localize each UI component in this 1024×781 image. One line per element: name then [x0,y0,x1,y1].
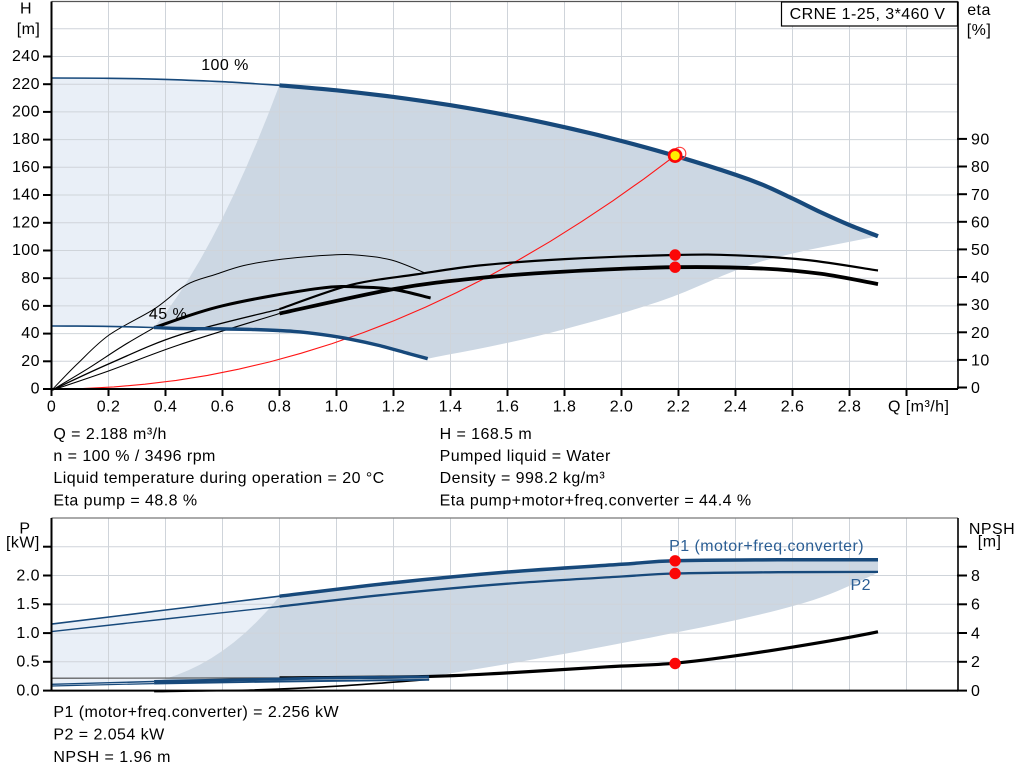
svg-text:6: 6 [971,597,980,614]
svg-text:0.6: 0.6 [211,398,235,415]
svg-text:220: 220 [12,76,40,93]
svg-text:2.2: 2.2 [667,398,691,415]
svg-text:0: 0 [971,683,980,700]
svg-text:70: 70 [971,187,990,204]
svg-text:1.5: 1.5 [16,596,40,613]
svg-text:50: 50 [971,242,990,259]
svg-text:Q = 2.188 m³/h: Q = 2.188 m³/h [53,426,166,443]
svg-text:P2 = 2.054 kW: P2 = 2.054 kW [53,726,165,743]
svg-text:Density = 998.2 kg/m³: Density = 998.2 kg/m³ [440,470,606,487]
svg-text:2.0: 2.0 [610,398,634,415]
svg-text:[%]: [%] [967,22,991,39]
svg-text:n = 100 % / 3496 rpm: n = 100 % / 3496 rpm [53,448,215,465]
svg-text:0: 0 [31,381,40,398]
svg-text:180: 180 [12,131,40,148]
svg-text:30: 30 [971,297,990,314]
svg-text:100 %: 100 % [201,57,249,74]
svg-text:CRNE 1-25, 3*460 V: CRNE 1-25, 3*460 V [790,6,946,23]
svg-text:20: 20 [21,353,40,370]
svg-text:2.8: 2.8 [838,398,862,415]
svg-text:60: 60 [971,214,990,231]
svg-text:1.6: 1.6 [496,398,520,415]
svg-text:0.5: 0.5 [16,654,40,671]
svg-text:P1 (motor+freq.converter): P1 (motor+freq.converter) [669,538,864,555]
svg-text:1.0: 1.0 [325,398,349,415]
svg-text:100: 100 [12,242,40,259]
svg-text:eta: eta [967,2,991,19]
svg-text:1.8: 1.8 [553,398,577,415]
svg-text:Eta pump = 48.8 %: Eta pump = 48.8 % [53,492,197,509]
svg-text:240: 240 [12,48,40,65]
svg-text:0: 0 [47,398,56,415]
svg-text:60: 60 [21,298,40,315]
svg-text:200: 200 [12,104,40,121]
svg-text:P2: P2 [851,577,871,594]
svg-text:P: P [19,521,30,538]
svg-text:10: 10 [971,353,990,370]
svg-text:Eta pump+motor+freq.converter: Eta pump+motor+freq.converter = 44.4 % [440,492,752,509]
svg-text:NPSH = 1.96 m: NPSH = 1.96 m [53,749,170,766]
svg-text:0.8: 0.8 [268,398,292,415]
svg-text:8: 8 [971,568,980,585]
svg-text:Q [m³/h]: Q [m³/h] [888,398,949,415]
svg-text:[kW]: [kW] [6,534,40,551]
svg-text:H = 168.5 m: H = 168.5 m [440,426,533,443]
svg-text:Liquid temperature during oper: Liquid temperature during operation = 20… [53,470,384,487]
svg-text:2: 2 [971,654,980,671]
svg-text:Pumped liquid = Water: Pumped liquid = Water [440,448,611,465]
svg-text:120: 120 [12,214,40,231]
svg-text:160: 160 [12,159,40,176]
svg-text:0.4: 0.4 [154,398,178,415]
svg-text:1.0: 1.0 [16,625,40,642]
svg-text:P1 (motor+freq.converter) = 2.: P1 (motor+freq.converter) = 2.256 kW [53,704,339,721]
svg-text:2.4: 2.4 [724,398,748,415]
svg-text:1.4: 1.4 [439,398,463,415]
svg-text:2.6: 2.6 [781,398,805,415]
svg-text:[m]: [m] [978,534,1002,551]
svg-text:90: 90 [971,132,990,149]
svg-text:[m]: [m] [17,21,41,38]
svg-text:NPSH: NPSH [969,521,1015,538]
svg-text:20: 20 [971,325,990,342]
svg-text:2.0: 2.0 [16,567,40,584]
svg-text:40: 40 [21,325,40,342]
svg-text:4: 4 [971,625,980,642]
svg-text:0.2: 0.2 [97,398,121,415]
svg-text:40: 40 [971,270,990,287]
svg-text:45 %: 45 % [149,306,187,323]
svg-text:H: H [20,1,32,18]
svg-text:140: 140 [12,187,40,204]
svg-text:1.2: 1.2 [382,398,406,415]
svg-text:80: 80 [971,159,990,176]
svg-text:80: 80 [21,270,40,287]
svg-text:0.0: 0.0 [16,682,40,699]
svg-text:0: 0 [971,380,980,397]
